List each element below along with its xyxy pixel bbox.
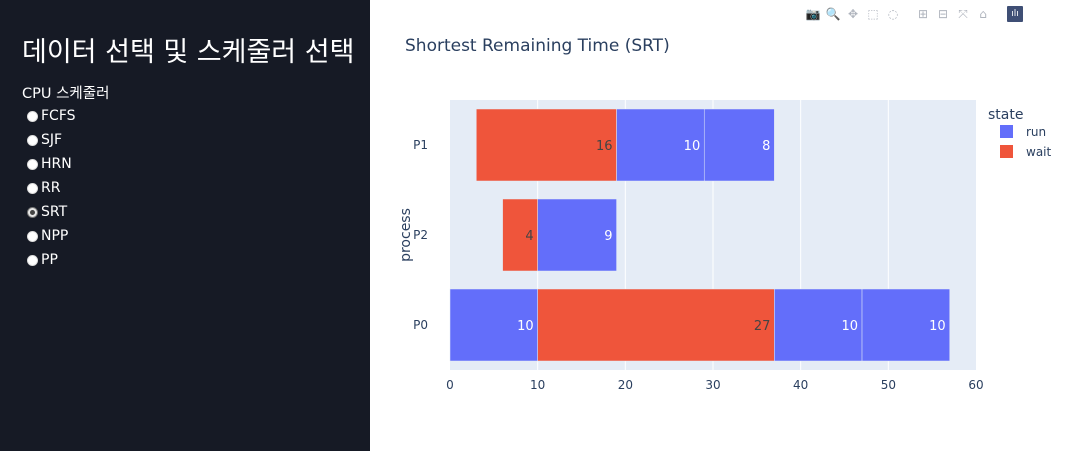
legend-swatch-run[interactable] [1000, 125, 1013, 138]
radio-label: PP [41, 252, 58, 268]
radio-label: RR [41, 180, 61, 196]
reset-axes-icon[interactable]: ⌂ [979, 7, 987, 21]
pan-icon[interactable]: ✥ [847, 7, 859, 21]
bar-value-label: 10 [929, 319, 946, 334]
radio-label: SRT [41, 204, 68, 220]
radio-option-fcfs[interactable]: FCFS [27, 107, 76, 125]
bar-value-label: 9 [604, 229, 612, 244]
legend: state run wait [988, 107, 1052, 159]
sidebar-title: 데이터 선택 및 스케줄러 선택 [22, 37, 355, 68]
radio-option-srt[interactable]: SRT [27, 203, 67, 221]
bar-p2-run[interactable] [537, 198, 617, 272]
gantt-chart: Shortest Remaining Time (SRT) 10 27 10 10 4 9… [398, 36, 1052, 392]
bar-value-label: 4 [525, 229, 533, 244]
radio-option-pp[interactable]: PP [27, 251, 58, 269]
bar-p0-run[interactable] [449, 288, 538, 362]
sidebar: 데이터 선택 및 스케줄러 선택 CPU 스케줄러 FCFS SJF HRN RR SR… [0, 0, 370, 451]
scheduler-label: CPU 스케줄러 [22, 86, 110, 102]
zoom-out-icon[interactable]: ⊟ [937, 7, 949, 21]
x-tick-label: 10 [530, 378, 545, 392]
bar-p0-wait[interactable] [537, 288, 775, 362]
bar-value-label: 8 [762, 139, 770, 154]
radio-label: HRN [41, 156, 72, 172]
radio-option-rr[interactable]: RR [27, 179, 60, 197]
radio-button[interactable] [27, 182, 38, 194]
radio-option-npp[interactable]: NPP [27, 227, 68, 245]
bar-p2-wait[interactable] [502, 198, 538, 272]
autoscale-icon[interactable]: ⤧ [958, 6, 968, 21]
zoom-in-icon[interactable]: ⊞ [917, 7, 929, 21]
radio-option-hrn[interactable]: HRN [27, 155, 72, 173]
x-tick-label: 30 [705, 378, 720, 392]
bar-p1-wait[interactable] [476, 108, 617, 182]
x-tick-label: 40 [793, 378, 808, 392]
bar-p0-run[interactable] [861, 288, 950, 362]
radio-label: SJF [41, 132, 63, 148]
x-tick-label: 50 [881, 378, 896, 392]
bar-p1-run[interactable] [616, 108, 705, 182]
radio-button[interactable] [27, 134, 38, 146]
legend-title: state [988, 107, 1023, 123]
modebar: 📷 🔍 ✥ ⬚ ◌ ⊞ ⊟ ⤧ ⌂ ılı [805, 6, 1023, 22]
radio-label: NPP [41, 228, 69, 244]
y-tick-label: P2 [413, 228, 428, 242]
radio-button[interactable] [27, 110, 38, 122]
legend-entry-wait[interactable]: wait [1026, 145, 1052, 159]
y-tick-label: P1 [413, 138, 428, 152]
radio-button[interactable] [27, 158, 38, 170]
bar-value-label: 10 [841, 319, 858, 334]
camera-icon[interactable]: 📷 [805, 7, 821, 21]
zoom-icon[interactable]: 🔍 [825, 7, 841, 21]
bar-p1-run[interactable] [703, 108, 775, 182]
bar-value-label: 16 [596, 139, 613, 154]
legend-entry-run[interactable]: run [1026, 125, 1046, 139]
plotly-logo-icon[interactable]: ılı [1007, 6, 1023, 22]
bar-value-label: 10 [517, 319, 534, 334]
x-axis-ticks: 0 10 20 30 40 50 60 [446, 378, 983, 392]
radio-button[interactable] [27, 206, 38, 218]
legend-swatch-wait[interactable] [1000, 145, 1013, 158]
bars: 10 27 10 10 4 9 16 10 8 [449, 108, 950, 362]
y-tick-label: P0 [413, 318, 428, 332]
lasso-select-icon[interactable]: ◌ [887, 7, 899, 21]
radio-option-sjf[interactable]: SJF [27, 131, 62, 149]
chart-area: 📷 🔍 ✥ ⬚ ◌ ⊞ ⊟ ⤧ ⌂ ılı Shortest Remaining… [370, 0, 1070, 451]
radio-label: FCFS [41, 108, 76, 124]
x-tick-label: 60 [968, 378, 983, 392]
y-axis-ticks: P0 P2 P1 [413, 138, 428, 332]
radio-button[interactable] [27, 230, 38, 242]
x-tick-label: 0 [446, 378, 454, 392]
radio-button[interactable] [27, 254, 38, 266]
bar-value-label: 27 [754, 319, 771, 334]
box-select-icon[interactable]: ⬚ [867, 7, 879, 21]
chart-title: Shortest Remaining Time (SRT) [405, 36, 670, 56]
x-tick-label: 20 [618, 378, 633, 392]
bar-value-label: 10 [684, 139, 701, 154]
y-axis-label: process [398, 208, 414, 262]
bar-p0-run[interactable] [774, 288, 863, 362]
